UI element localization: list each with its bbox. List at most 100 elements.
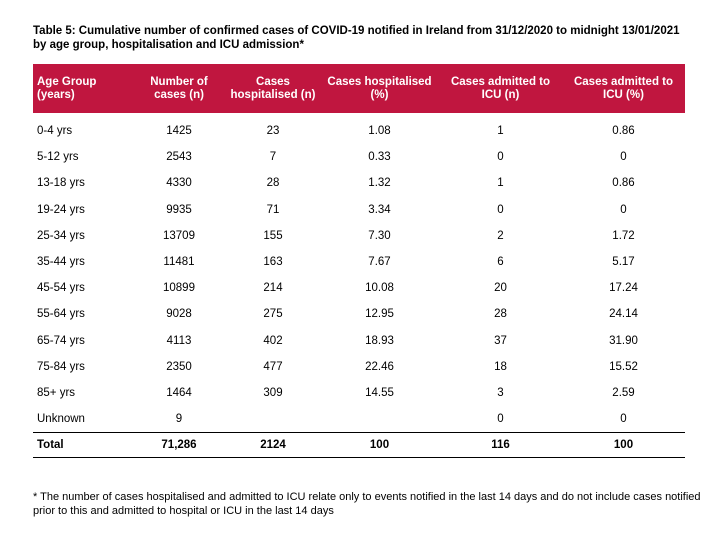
cell-age-group: 0-4 yrs [37,125,73,138]
table-row: 75-84 yrs 2350 477 22.46 18 15.52 [33,354,685,380]
total-row: Total 71,286 2124 100 116 100 [33,432,685,459]
table-row: 35-44 yrs 11481 163 7.67 6 5.17 [33,249,685,275]
cell-cases-hospitalised-pct: 18.93 [365,334,394,347]
cell-cases-hospitalised-n: 309 [263,386,283,399]
cell-icu-pct: 1.72 [612,229,635,242]
cell-icu-n: 37 [494,334,507,347]
cell-icu-n: 18 [494,360,507,373]
cell-age-group: 35-44 yrs [37,256,85,269]
cell-age-group: 75-84 yrs [37,360,85,373]
table-row: 55-64 yrs 9028 275 12.95 28 24.14 [33,301,685,327]
cell-icu-pct: 2.59 [612,386,635,399]
cell-number-of-cases: 9028 [166,308,192,321]
cell-icu-n: 1 [497,125,504,138]
table-row: 19-24 yrs 9935 71 3.34 0 0 [33,197,685,223]
cell-cases-hospitalised-n: 23 [266,125,280,138]
total-icu-pct: 100 [562,432,685,459]
cell-cases-hospitalised-pct: 10.08 [365,282,394,295]
header-age-group: Age Group (years) [33,64,132,113]
cell-icu-pct: 15.52 [609,360,638,373]
cell-icu-pct: 17.24 [609,282,638,295]
cell-cases-hospitalised-pct [320,406,439,433]
cell-cases-hospitalised-pct: 12.95 [365,308,394,321]
cell-icu-pct: 0 [620,151,627,164]
cell-number-of-cases: 4113 [166,334,192,347]
cell-icu-n: 0 [497,151,504,164]
cell-cases-hospitalised-pct: 1.32 [368,177,391,190]
cell-age-group: Unknown [37,413,85,426]
header-cases-hospitalised-n: Cases hospitalised (n) [226,64,320,113]
cell-cases-hospitalised-pct: 3.34 [368,203,391,216]
cell-number-of-cases: 1464 [166,386,192,399]
cell-icu-n: 28 [494,308,507,321]
cell-number-of-cases: 13709 [163,229,195,242]
cell-age-group: 25-34 yrs [37,229,85,242]
total-cases-hospitalised-n: 2124 [226,432,320,459]
cell-cases-hospitalised-n: 275 [263,308,283,321]
cell-icu-pct: 0.86 [612,177,635,190]
cell-cases-hospitalised-n: 7 [269,151,277,164]
cell-number-of-cases: 9 [175,413,183,426]
cell-age-group: 45-54 yrs [37,282,85,295]
header-row: Age Group (years) Number of cases (n) Ca… [33,64,685,113]
cell-cases-hospitalised-pct: 22.46 [365,360,394,373]
cell-cases-hospitalised-pct: 0.33 [368,151,391,164]
cell-cases-hospitalised-pct: 14.55 [365,386,394,399]
cell-age-group: 13-18 yrs [37,177,85,190]
cell-icu-pct: 24.14 [609,308,638,321]
total-age-group: Total [33,432,132,459]
total-icu-n: 116 [439,432,562,459]
cell-cases-hospitalised-pct: 7.67 [368,256,391,269]
table-row: 45-54 yrs 10899 214 10.08 20 17.24 [33,275,685,301]
table-row: Unknown 9 0 0 [33,406,685,433]
cell-cases-hospitalised-n: 214 [263,282,283,295]
cell-number-of-cases: 2350 [166,360,192,373]
cell-age-group: 55-64 yrs [37,308,85,321]
cell-number-of-cases: 4330 [166,177,192,190]
cell-icu-pct: 0 [620,413,627,426]
table-row: 13-18 yrs 4330 28 1.32 1 0.86 [33,170,685,196]
cell-icu-pct: 5.17 [612,256,635,269]
header-icu-pct: Cases admitted to ICU (%) [562,64,685,113]
cell-age-group: 5-12 yrs [37,151,79,164]
cell-number-of-cases: 2543 [166,151,192,164]
table-row: 25-34 yrs 13709 155 7.30 2 1.72 [33,223,685,249]
cell-cases-hospitalised-n: 477 [263,360,283,373]
cell-number-of-cases: 1425 [166,125,192,138]
header-icu-n: Cases admitted to ICU (n) [439,64,562,113]
table-row: 5-12 yrs 2543 7 0.33 0 0 [33,144,685,170]
header-number-of-cases: Number of cases (n) [132,64,226,113]
table-row: 65-74 yrs 4113 402 18.93 37 31.90 [33,328,685,354]
cell-age-group: 65-74 yrs [37,334,85,347]
cell-icu-n: 0 [497,203,504,216]
cell-cases-hospitalised-n: 71 [266,203,280,216]
cell-number-of-cases: 9935 [166,203,192,216]
cell-icu-n: 2 [497,229,504,242]
cell-icu-pct: 0 [620,203,627,216]
cell-number-of-cases: 11481 [163,256,195,269]
cell-icu-n: 6 [497,256,504,269]
covid-cases-table: Age Group (years) Number of cases (n) Ca… [33,64,685,459]
cell-number-of-cases: 10899 [163,282,195,295]
cell-cases-hospitalised-n: 155 [263,229,283,242]
cell-cases-hospitalised-n: 163 [263,256,283,269]
cell-age-group: 85+ yrs [37,386,76,399]
cell-cases-hospitalised-n: 28 [266,177,280,190]
cell-icu-n: 1 [497,177,504,190]
table-row: 85+ yrs 1464 309 14.55 3 2.59 [33,380,685,406]
cell-icu-n: 3 [497,386,504,399]
table-body: 0-4 yrs 1425 23 1.08 1 0.86 5-12 yrs 2543 7 0.33 0… [33,113,685,459]
cell-cases-hospitalised-pct: 1.08 [368,125,391,138]
cell-cases-hospitalised-n: 402 [263,334,283,347]
total-cases-hospitalised-pct: 100 [320,432,439,459]
table-row: 0-4 yrs 1425 23 1.08 1 0.86 [33,118,685,144]
footnote: * The number of cases hospitalised and a… [33,491,701,517]
cell-cases-hospitalised-n [226,406,320,433]
header-cases-hospitalised-pct: Cases hospitalised (%) [320,64,439,113]
total-number-of-cases: 71,286 [132,432,226,459]
cell-icu-pct: 0.86 [612,125,635,138]
cell-cases-hospitalised-pct: 7.30 [368,229,391,242]
cell-icu-n: 0 [497,413,504,426]
cell-age-group: 19-24 yrs [37,203,85,216]
cell-icu-n: 20 [494,282,507,295]
